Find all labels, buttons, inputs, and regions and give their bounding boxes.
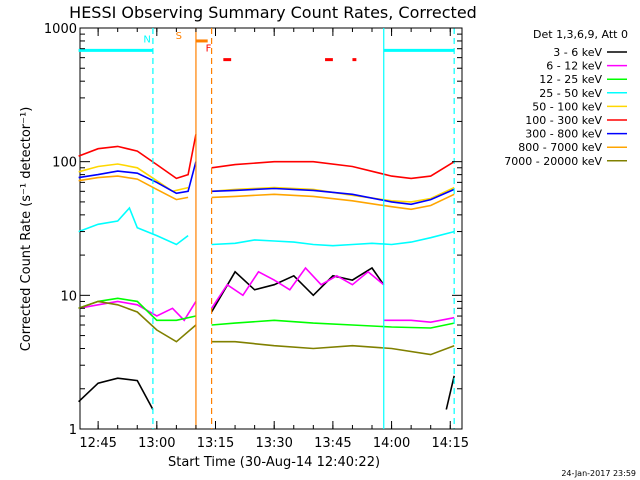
x-tick-label: 14:15 (432, 436, 469, 451)
x-tick-label: 12:45 (79, 436, 116, 451)
series-line-1 (78, 377, 154, 410)
y-axis-label: Corrected Count Rate (s⁻¹ detector⁻¹) (19, 107, 34, 352)
legend-label: 12 - 25 keV (539, 73, 602, 86)
series-line-6 (211, 160, 455, 180)
y-tick-label: 1000 (44, 22, 77, 37)
series-line-7 (211, 187, 455, 206)
series-line-9 (211, 340, 455, 356)
series-line-8 (211, 193, 455, 211)
x-tick-label: 14:00 (373, 436, 410, 451)
footer-timestamp: 24-Jan-2017 23:59 (561, 469, 636, 478)
series-line-3 (211, 319, 455, 329)
series-line-4 (211, 230, 455, 247)
annotation-layer: N S F (78, 31, 455, 62)
series-line-5 (211, 186, 455, 203)
series-line-2 (383, 316, 455, 324)
series-line-1 (445, 375, 455, 410)
y-axis: 1 10 100 1000 (44, 22, 462, 438)
legend-label: 100 - 300 keV (525, 114, 602, 127)
legend-title: Det 1,3,6,9, Att 0 (533, 28, 628, 41)
series-layer (78, 134, 455, 410)
legend-label: 3 - 6 keV (553, 46, 602, 59)
flag-label-F: F (206, 44, 212, 55)
series-line-9 (78, 300, 197, 343)
series-line-1 (210, 266, 385, 313)
x-axis-label: Start Time (30-Aug-14 12:40:22) (168, 455, 380, 470)
series-line-2 (78, 300, 197, 322)
x-axis: 12:45 13:00 13:15 13:30 13:45 14:00 14:15 (79, 28, 469, 451)
marker-layer (152, 28, 455, 429)
x-tick-label: 13:30 (255, 436, 292, 451)
series-line-4 (78, 206, 189, 246)
legend-label: 300 - 800 keV (525, 128, 602, 141)
series-line-7 (78, 161, 197, 195)
series-line-8 (78, 175, 189, 201)
series-line-2 (210, 266, 385, 309)
x-tick-label: 13:15 (197, 436, 234, 451)
series-line-6 (78, 134, 197, 180)
legend-label: 6 - 12 keV (546, 60, 602, 73)
y-tick-label: 100 (52, 156, 77, 171)
legend-label: 50 - 100 keV (532, 100, 602, 113)
flag-label-S: S (176, 31, 182, 42)
plot-frame (79, 27, 463, 430)
legend-label: 25 - 50 keV (539, 87, 602, 100)
chart-title: HESSI Observing Summary Count Rates, Cor… (69, 3, 477, 22)
x-tick-label: 13:45 (314, 436, 351, 451)
legend-label: 800 - 7000 keV (518, 141, 602, 154)
flag-label-N: N (143, 34, 150, 45)
x-tick-label: 13:00 (138, 436, 175, 451)
y-tick-label: 1 (69, 423, 77, 438)
legend-label: 7000 - 20000 keV (504, 155, 602, 168)
plot-area: N S F (78, 27, 463, 430)
y-tick-label: 10 (60, 289, 77, 304)
